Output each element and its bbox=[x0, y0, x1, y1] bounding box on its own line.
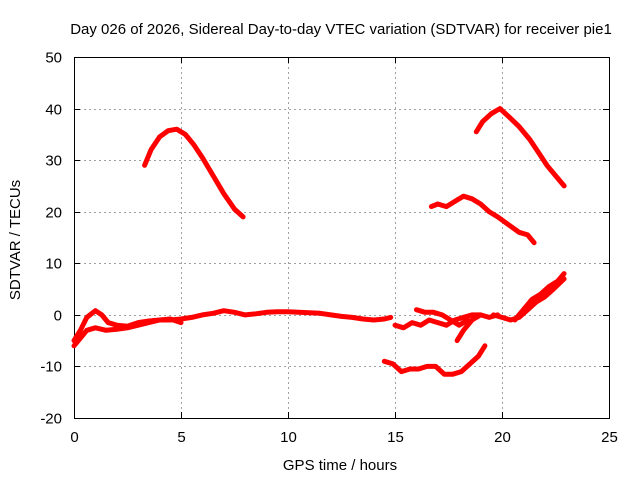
x-tick-label: 20 bbox=[494, 429, 511, 446]
y-tick-label: -10 bbox=[40, 359, 62, 376]
y-tick-label: 40 bbox=[45, 102, 62, 119]
series-arc-late-high bbox=[473, 106, 567, 189]
series-mid-upper-segment bbox=[413, 307, 471, 328]
series-low-negative bbox=[381, 343, 488, 377]
x-tick-label: 10 bbox=[280, 429, 297, 446]
series-late-rise-2 bbox=[512, 271, 567, 323]
x-tick-label: 0 bbox=[70, 429, 78, 446]
x-tick-label: 5 bbox=[177, 429, 185, 446]
series-arc-rise-early bbox=[142, 126, 246, 220]
series-arc-late-mid bbox=[428, 193, 537, 246]
y-tick-label: 30 bbox=[45, 153, 62, 170]
series-late-rise bbox=[490, 276, 567, 323]
y-tick-label: -20 bbox=[40, 411, 62, 428]
series-mid-dip bbox=[454, 312, 484, 344]
chart-title: Day 026 of 2026, Sidereal Day-to-day VTE… bbox=[70, 21, 612, 38]
y-tick-label: 0 bbox=[54, 308, 62, 325]
plot-frame bbox=[74, 57, 610, 419]
y-tick-label: 10 bbox=[45, 256, 62, 273]
x-axis-label: GPS time / hours bbox=[283, 457, 397, 474]
y-axis-label: SDTVAR / TECUs bbox=[7, 180, 24, 300]
x-tick-label: 25 bbox=[601, 429, 618, 446]
series-low-lower bbox=[71, 316, 184, 349]
ticks: 0 5 10 15 20 25 -20 -10 0 10 20 30 40 50 bbox=[40, 50, 618, 447]
series-group bbox=[71, 106, 567, 377]
y-tick-label: 50 bbox=[45, 50, 62, 67]
y-tick-label: 20 bbox=[45, 205, 62, 222]
series-low-upper bbox=[71, 308, 394, 344]
x-tick-label: 15 bbox=[387, 429, 404, 446]
